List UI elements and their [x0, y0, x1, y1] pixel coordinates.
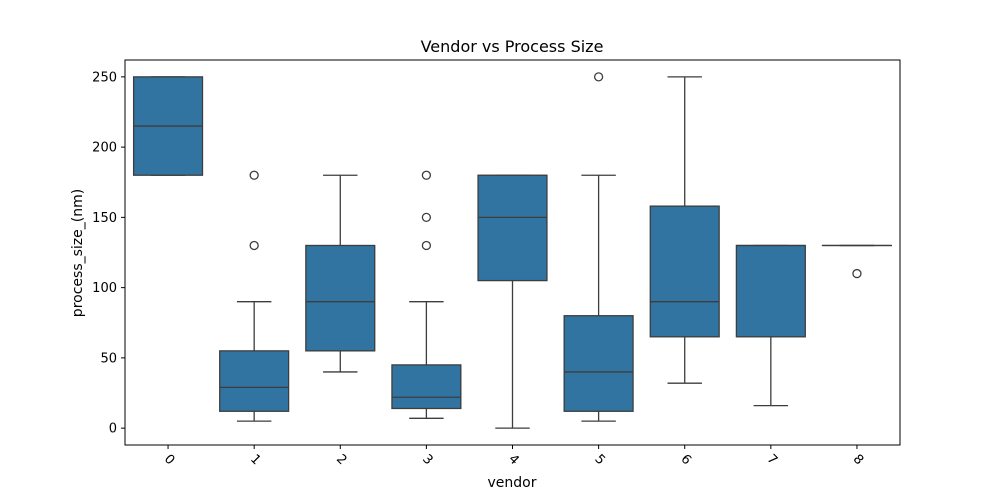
- iqr-box: [563, 315, 634, 412]
- x-tick-label: 4: [505, 452, 521, 468]
- y-tick-label: 0: [109, 422, 117, 437]
- iqr-box: [477, 174, 548, 282]
- y-tick-label: 150: [92, 211, 117, 226]
- x-tick-label: 6: [678, 452, 694, 468]
- box-vendor-6: [649, 76, 720, 384]
- box-vendor-5: [563, 72, 634, 422]
- outlier-point: [249, 170, 259, 180]
- plot-area: [132, 72, 893, 429]
- outlier-point: [421, 170, 432, 180]
- box-vendor-4: [477, 174, 548, 429]
- box-vendor-1: [219, 170, 290, 422]
- outlier-point: [421, 212, 432, 223]
- x-tick-label: 3: [419, 452, 435, 468]
- x-tick-label: 0: [161, 452, 177, 468]
- x-axis: 0 1 2 3 4 5 6 7 8: [161, 445, 866, 468]
- y-axis: 0 50 100 150 200 250: [92, 70, 125, 437]
- iqr-box: [305, 244, 376, 352]
- iqr-box: [649, 205, 720, 338]
- y-tick-label: 50: [100, 351, 117, 366]
- box-vendor-3: [391, 170, 462, 419]
- chart-title: Vendor vs Process Size: [421, 37, 604, 56]
- box-vendor-8: [821, 244, 893, 279]
- outlier-point: [852, 268, 862, 279]
- y-tick-label: 250: [92, 70, 117, 85]
- x-axis-label: vendor: [488, 475, 537, 491]
- x-tick-label: 2: [333, 452, 349, 468]
- x-tick-label: 7: [764, 452, 780, 468]
- x-tick-label: 8: [850, 452, 866, 468]
- box-vendor-2: [305, 174, 376, 373]
- outlier-point: [593, 72, 604, 82]
- x-tick-label: 5: [591, 452, 607, 468]
- y-axis-label: process_size_(nm): [70, 189, 86, 317]
- y-tick-label: 200: [92, 141, 117, 156]
- outlier-point: [421, 240, 432, 251]
- box-vendor-0: [132, 76, 204, 176]
- iqr-box: [391, 364, 462, 410]
- iqr-box: [735, 244, 806, 338]
- iqr-box: [219, 350, 290, 412]
- y-tick-label: 100: [92, 281, 117, 296]
- outlier-point: [249, 240, 259, 251]
- box-vendor-7: [735, 244, 806, 407]
- x-tick-label: 1: [247, 452, 263, 468]
